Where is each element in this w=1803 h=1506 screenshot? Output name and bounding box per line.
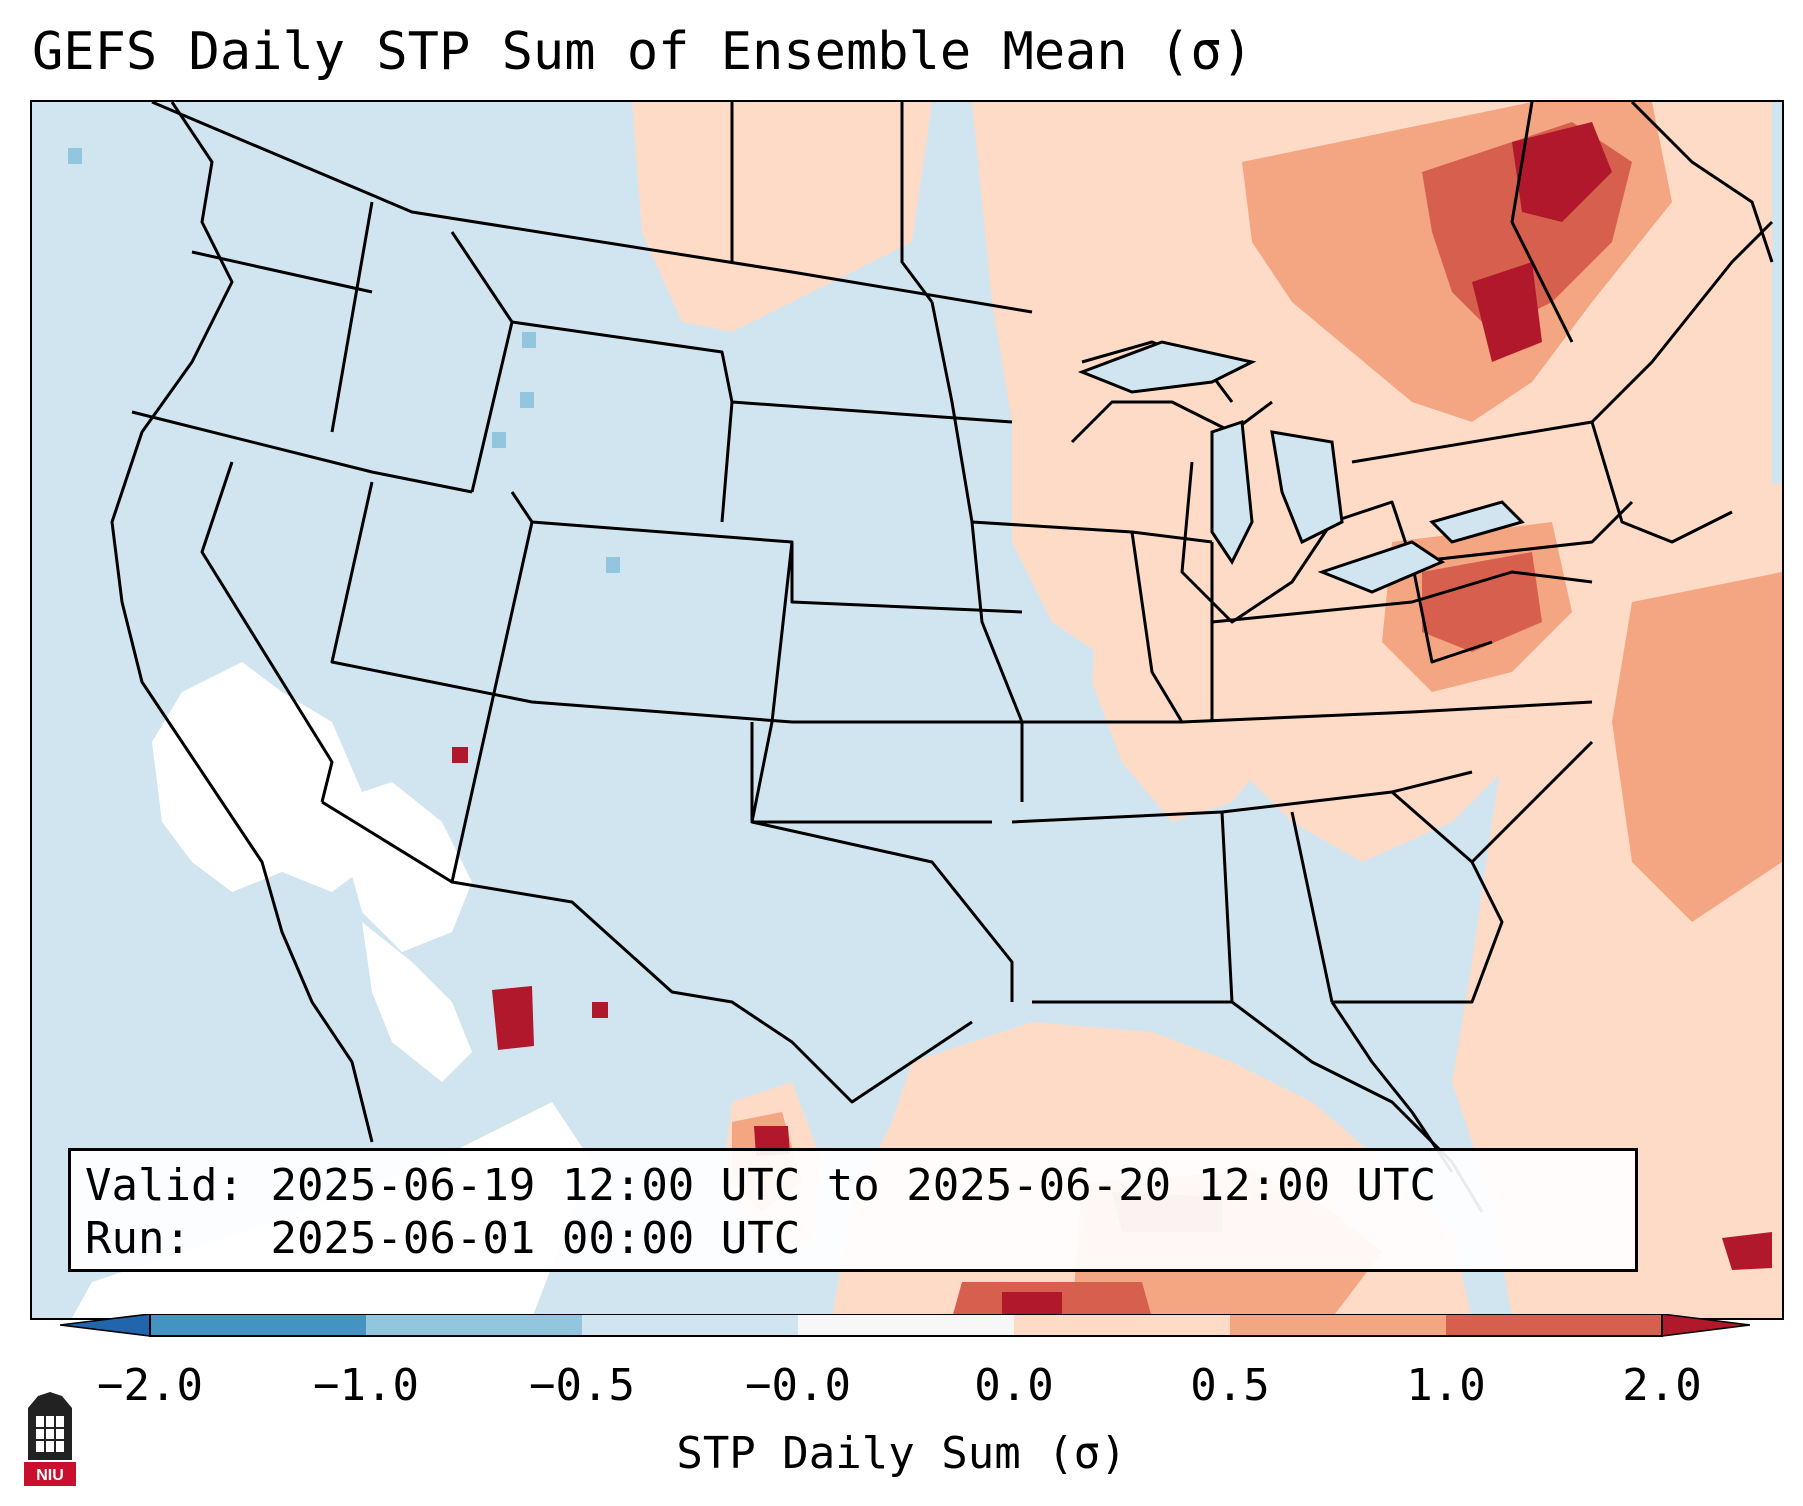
- colorbar: [60, 1314, 1750, 1337]
- colorbar-tick: −2.0: [97, 1360, 203, 1411]
- colorbar-segment-3: [582, 1314, 798, 1336]
- colorbar-segment-2: [366, 1314, 582, 1336]
- colorbar-tick: 2.0: [1622, 1360, 1702, 1411]
- colorbar-segment-5: [1014, 1314, 1230, 1336]
- colorbar-extend-low: [60, 1314, 151, 1337]
- colorbar-tick: −0.5: [529, 1360, 635, 1411]
- run-value: 2025-06-01 00:00 UTC: [270, 1213, 801, 1264]
- colorbar-segment-4: [798, 1314, 1014, 1336]
- colorbar-label: STP Daily Sum (σ): [676, 1428, 1127, 1479]
- colorbar-segment-7: [1446, 1314, 1662, 1336]
- valid-line: Valid: 2025-06-19 12:00 UTC to 2025-06-2…: [85, 1159, 1621, 1212]
- colorbar-tick: 0.5: [1190, 1360, 1270, 1411]
- info-box: Valid: 2025-06-19 12:00 UTC to 2025-06-2…: [68, 1148, 1638, 1272]
- valid-label: Valid:: [85, 1160, 244, 1211]
- niu-logo-icon: NIU: [24, 1392, 76, 1486]
- colorbar-segment-6: [1230, 1314, 1446, 1336]
- great-lakes: [1077, 340, 1525, 594]
- map-panel: Valid: 2025-06-19 12:00 UTC to 2025-06-2…: [30, 100, 1784, 1320]
- stp-field-map: [32, 102, 1782, 1318]
- valid-value: 2025-06-19 12:00 UTC to 2025-06-20 12:00…: [270, 1160, 1437, 1211]
- colorbar-segment-1: [150, 1314, 366, 1336]
- colorbar-extend-high: [1661, 1314, 1750, 1337]
- negative-specks: [68, 148, 620, 573]
- run-label: Run:: [85, 1213, 191, 1264]
- logo-text: NIU: [36, 1467, 64, 1484]
- map-title: GEFS Daily STP Sum of Ensemble Mean (σ): [32, 22, 1253, 82]
- colorbar-tick: 0.0: [974, 1360, 1054, 1411]
- run-line: Run: 2025-06-01 00:00 UTC: [85, 1212, 1621, 1265]
- colorbar-tick: −1.0: [313, 1360, 419, 1411]
- colorbar-tick: 1.0: [1406, 1360, 1486, 1411]
- colorbar-tick: −0.0: [745, 1360, 851, 1411]
